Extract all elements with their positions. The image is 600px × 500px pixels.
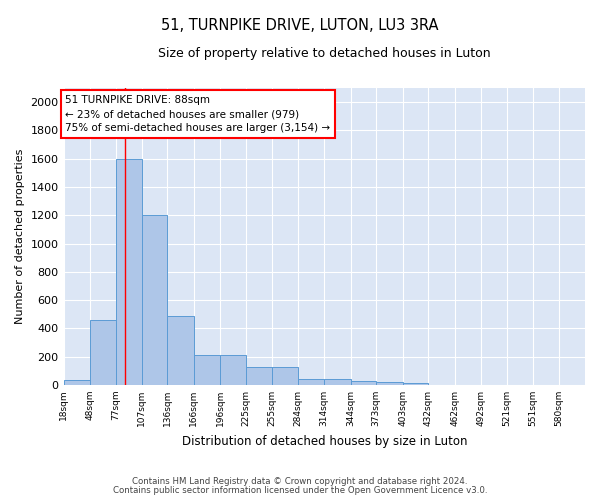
Bar: [142, 216, 167, 385]
Text: 51, TURNPIKE DRIVE, LUTON, LU3 3RA: 51, TURNPIKE DRIVE, LUTON, LU3 3RA: [161, 18, 439, 32]
Bar: [194, 355, 220, 385]
Bar: [220, 355, 246, 385]
Bar: [272, 366, 298, 385]
Title: Size of property relative to detached houses in Luton: Size of property relative to detached ho…: [158, 48, 491, 60]
Bar: [90, 320, 116, 385]
Bar: [298, 378, 324, 385]
Bar: [403, 383, 428, 385]
Bar: [64, 380, 90, 385]
Bar: [324, 378, 350, 385]
Text: Contains HM Land Registry data © Crown copyright and database right 2024.: Contains HM Land Registry data © Crown c…: [132, 478, 468, 486]
Bar: [376, 382, 403, 385]
Bar: [350, 380, 376, 385]
Bar: [167, 316, 194, 385]
Bar: [116, 158, 142, 385]
Text: Contains public sector information licensed under the Open Government Licence v3: Contains public sector information licen…: [113, 486, 487, 495]
Y-axis label: Number of detached properties: Number of detached properties: [15, 149, 25, 324]
X-axis label: Distribution of detached houses by size in Luton: Distribution of detached houses by size …: [182, 434, 467, 448]
Text: 51 TURNPIKE DRIVE: 88sqm
← 23% of detached houses are smaller (979)
75% of semi-: 51 TURNPIKE DRIVE: 88sqm ← 23% of detach…: [65, 95, 331, 133]
Bar: [246, 366, 272, 385]
